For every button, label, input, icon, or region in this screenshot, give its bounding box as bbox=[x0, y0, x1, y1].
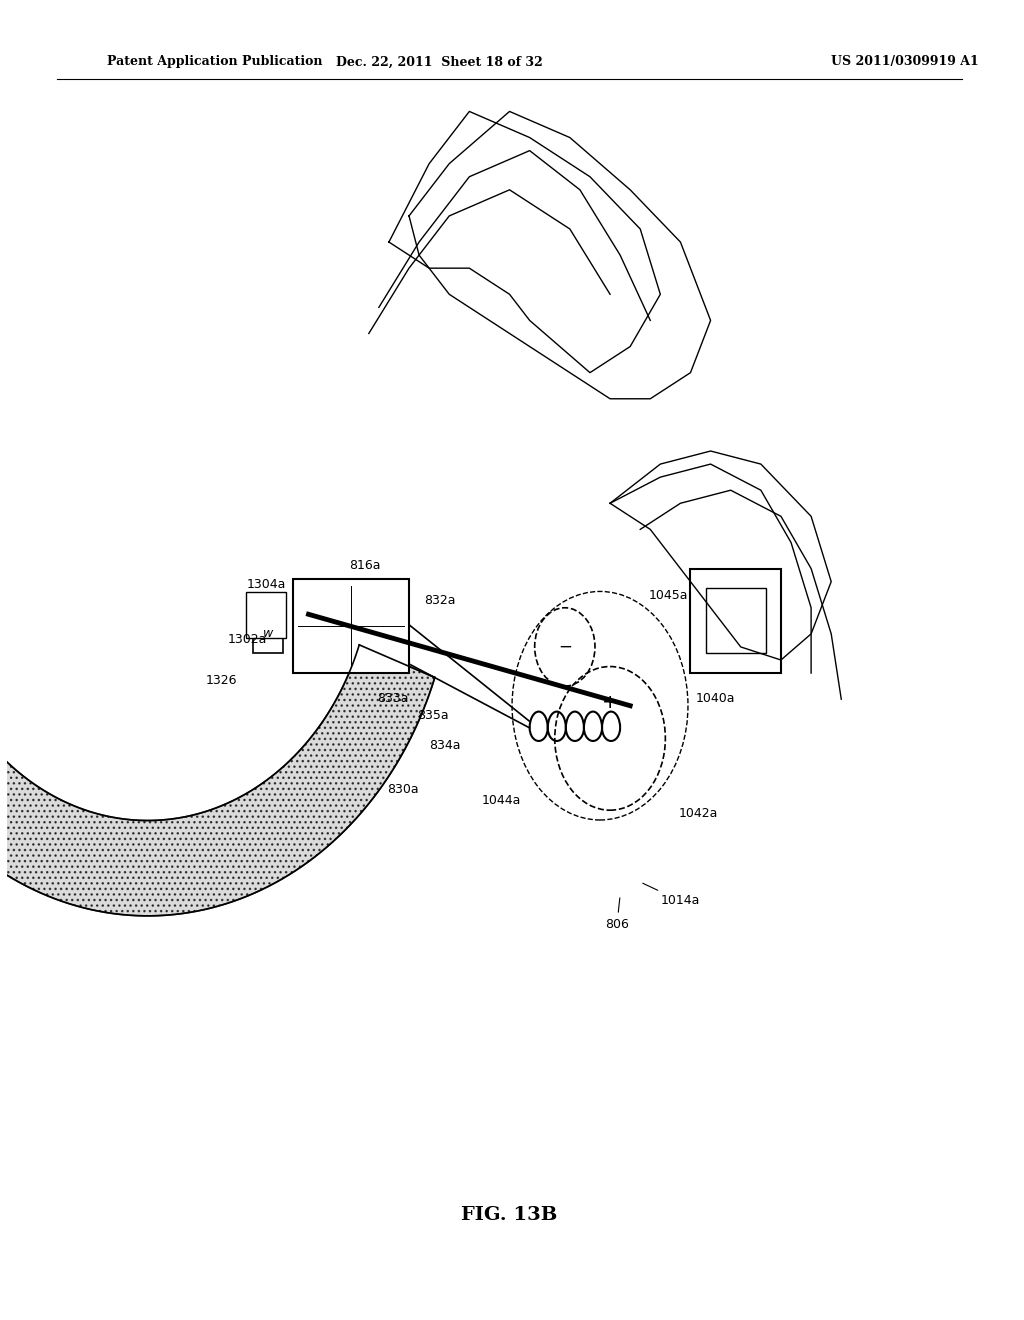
Text: 1302a: 1302a bbox=[228, 634, 267, 645]
Bar bbox=[706, 589, 766, 653]
Bar bbox=[253, 614, 284, 653]
Text: 806: 806 bbox=[605, 898, 629, 931]
Text: 1040a: 1040a bbox=[695, 692, 735, 705]
Text: 833a: 833a bbox=[377, 692, 409, 705]
Bar bbox=[246, 593, 287, 638]
Text: w: w bbox=[263, 627, 273, 640]
Polygon shape bbox=[0, 645, 435, 916]
Text: US 2011/0309919 A1: US 2011/0309919 A1 bbox=[831, 55, 979, 69]
Text: Dec. 22, 2011  Sheet 18 of 32: Dec. 22, 2011 Sheet 18 of 32 bbox=[336, 55, 543, 69]
Text: 1014a: 1014a bbox=[643, 883, 699, 907]
Text: 1044a: 1044a bbox=[481, 793, 521, 807]
Text: 832a: 832a bbox=[424, 594, 456, 607]
Text: 834a: 834a bbox=[429, 739, 461, 752]
Bar bbox=[690, 569, 781, 673]
Text: −: − bbox=[558, 638, 571, 656]
Text: +: + bbox=[602, 693, 618, 711]
Text: 1326: 1326 bbox=[206, 673, 238, 686]
Text: FIG. 13B: FIG. 13B bbox=[462, 1206, 558, 1224]
Text: 1304a: 1304a bbox=[246, 578, 286, 591]
Text: 816a: 816a bbox=[349, 558, 380, 572]
Text: 830a: 830a bbox=[387, 783, 419, 796]
Bar bbox=[294, 579, 409, 673]
Text: 1045a: 1045a bbox=[648, 589, 688, 602]
Text: 1042a: 1042a bbox=[679, 807, 718, 820]
Text: 835a: 835a bbox=[417, 709, 449, 722]
Text: Patent Application Publication: Patent Application Publication bbox=[108, 55, 323, 69]
